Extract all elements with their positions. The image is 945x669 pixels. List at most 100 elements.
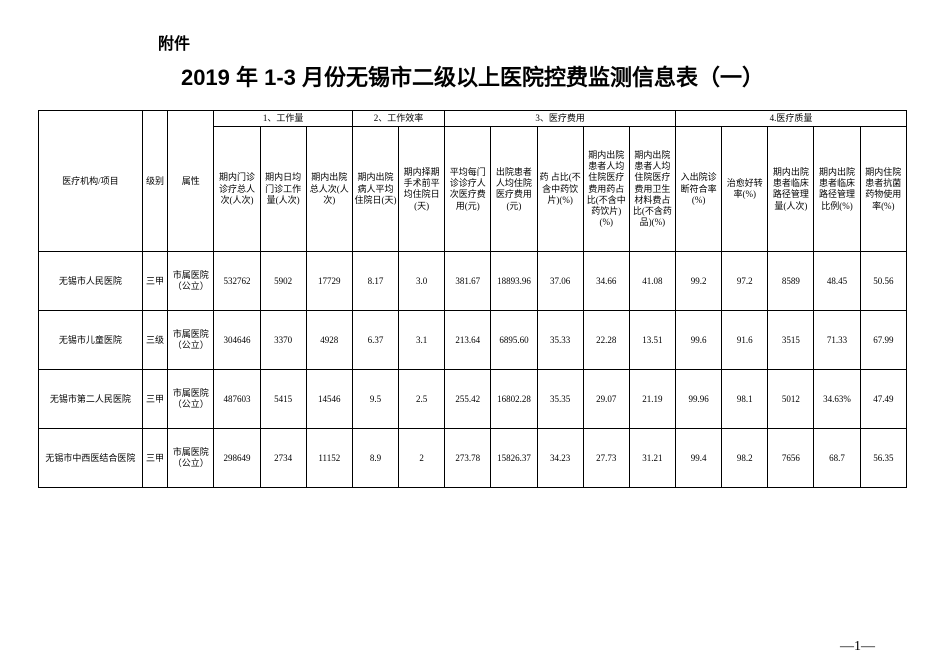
col-header: 期内日均门诊工作量(人次)	[260, 127, 306, 252]
col-header: 治愈好转率(%)	[722, 127, 768, 252]
cell: 无锡市第二人民医院	[39, 370, 143, 429]
cell: 35.33	[537, 311, 583, 370]
table-row: 无锡市中西医结合医院 三甲 市属医院（公立） 298649 2734 11152…	[39, 429, 907, 488]
cell: 无锡市儿童医院	[39, 311, 143, 370]
cell: 无锡市中西医结合医院	[39, 429, 143, 488]
cell: 2734	[260, 429, 306, 488]
cell: 255.42	[445, 370, 491, 429]
cell: 无锡市人民医院	[39, 252, 143, 311]
col-header: 期内出院患者人均住院医疗费用卫生材料费占比(不含药品)(%)	[629, 127, 675, 252]
cell: 67.99	[860, 311, 906, 370]
col-header: 期内出院患者临床路径管理比例(%)	[814, 127, 860, 252]
cell: 8.9	[352, 429, 398, 488]
col-header: 属性	[168, 111, 214, 252]
table-row: 无锡市第二人民医院 三甲 市属医院（公立） 487603 5415 14546 …	[39, 370, 907, 429]
cell: 487603	[214, 370, 260, 429]
col-header: 级别	[142, 111, 167, 252]
cell: 16802.28	[491, 370, 537, 429]
cell: 97.2	[722, 252, 768, 311]
cell: 三级	[142, 311, 167, 370]
cell: 3.0	[399, 252, 445, 311]
col-header: 入出院诊断符合率(%)	[676, 127, 722, 252]
cell: 11152	[306, 429, 352, 488]
cell: 5902	[260, 252, 306, 311]
table-row: 无锡市儿童医院 三级 市属医院（公立） 304646 3370 4928 6.3…	[39, 311, 907, 370]
cell: 5415	[260, 370, 306, 429]
cell: 34.66	[583, 252, 629, 311]
cell: 8589	[768, 252, 814, 311]
cell: 17729	[306, 252, 352, 311]
cell: 18893.96	[491, 252, 537, 311]
cell: 13.51	[629, 311, 675, 370]
cell: 31.21	[629, 429, 675, 488]
group-header: 4.医疗质量	[676, 111, 907, 127]
cell: 3.1	[399, 311, 445, 370]
cell: 50.56	[860, 252, 906, 311]
cell: 99.2	[676, 252, 722, 311]
cell: 37.06	[537, 252, 583, 311]
cell: 6.37	[352, 311, 398, 370]
cell: 99.4	[676, 429, 722, 488]
cell: 市属医院（公立）	[168, 429, 214, 488]
cell: 三甲	[142, 252, 167, 311]
cell: 市属医院（公立）	[168, 252, 214, 311]
group-header: 3、医疗费用	[445, 111, 676, 127]
col-header: 平均每门诊诊疗人次医疗费用(元)	[445, 127, 491, 252]
col-header: 期内住院患者抗菌药物使用率(%)	[860, 127, 906, 252]
col-header: 期内门诊诊疗总人次(人次)	[214, 127, 260, 252]
cell: 47.49	[860, 370, 906, 429]
cell: 市属医院（公立）	[168, 370, 214, 429]
table-header: 医疗机构/项目 级别 属性 1、工作量 2、工作效率 3、医疗费用 4.医疗质量…	[39, 111, 907, 252]
document-page: 附件 2019 年 1-3 月份无锡市二级以上医院控费监测信息表（一） 医疗机构…	[0, 0, 945, 669]
cell: 381.67	[445, 252, 491, 311]
cell: 6895.60	[491, 311, 537, 370]
group-header: 1、工作量	[214, 111, 352, 127]
data-table: 医疗机构/项目 级别 属性 1、工作量 2、工作效率 3、医疗费用 4.医疗质量…	[38, 110, 907, 488]
col-header: 期内出院总人次(人次)	[306, 127, 352, 252]
page-title: 2019 年 1-3 月份无锡市二级以上医院控费监测信息表（一）	[38, 60, 907, 92]
cell: 34.23	[537, 429, 583, 488]
col-header: 期内出院患者临床路径管理量(人次)	[768, 127, 814, 252]
cell: 99.96	[676, 370, 722, 429]
cell: 34.63%	[814, 370, 860, 429]
cell: 91.6	[722, 311, 768, 370]
cell: 3515	[768, 311, 814, 370]
group-header: 2、工作效率	[352, 111, 444, 127]
cell: 213.64	[445, 311, 491, 370]
cell: 29.07	[583, 370, 629, 429]
cell: 56.35	[860, 429, 906, 488]
cell: 71.33	[814, 311, 860, 370]
cell: 三甲	[142, 370, 167, 429]
cell: 304646	[214, 311, 260, 370]
cell: 9.5	[352, 370, 398, 429]
cell: 532762	[214, 252, 260, 311]
col-header: 期内出院病人平均住院日(天)	[352, 127, 398, 252]
cell: 41.08	[629, 252, 675, 311]
col-header: 出院患者人均住院医疗费用(元)	[491, 127, 537, 252]
cell: 三甲	[142, 429, 167, 488]
cell: 99.6	[676, 311, 722, 370]
cell: 15826.37	[491, 429, 537, 488]
cell: 22.28	[583, 311, 629, 370]
col-header: 期内出院患者人均住院医疗费用药占比(不含中药饮片)(%)	[583, 127, 629, 252]
cell: 35.35	[537, 370, 583, 429]
table-body: 无锡市人民医院 三甲 市属医院（公立） 532762 5902 17729 8.…	[39, 252, 907, 488]
cell: 8.17	[352, 252, 398, 311]
cell: 273.78	[445, 429, 491, 488]
cell: 68.7	[814, 429, 860, 488]
table-row: 无锡市人民医院 三甲 市属医院（公立） 532762 5902 17729 8.…	[39, 252, 907, 311]
cell: 298649	[214, 429, 260, 488]
cell: 2.5	[399, 370, 445, 429]
cell: 48.45	[814, 252, 860, 311]
attachment-label: 附件	[158, 30, 907, 54]
cell: 4928	[306, 311, 352, 370]
cell: 7656	[768, 429, 814, 488]
cell: 27.73	[583, 429, 629, 488]
page-number: —1—	[840, 639, 875, 655]
col-header: 期内择期手术前平均住院日(天)	[399, 127, 445, 252]
cell: 21.19	[629, 370, 675, 429]
cell: 98.2	[722, 429, 768, 488]
col-header: 医疗机构/项目	[39, 111, 143, 252]
cell: 市属医院（公立）	[168, 311, 214, 370]
cell: 2	[399, 429, 445, 488]
